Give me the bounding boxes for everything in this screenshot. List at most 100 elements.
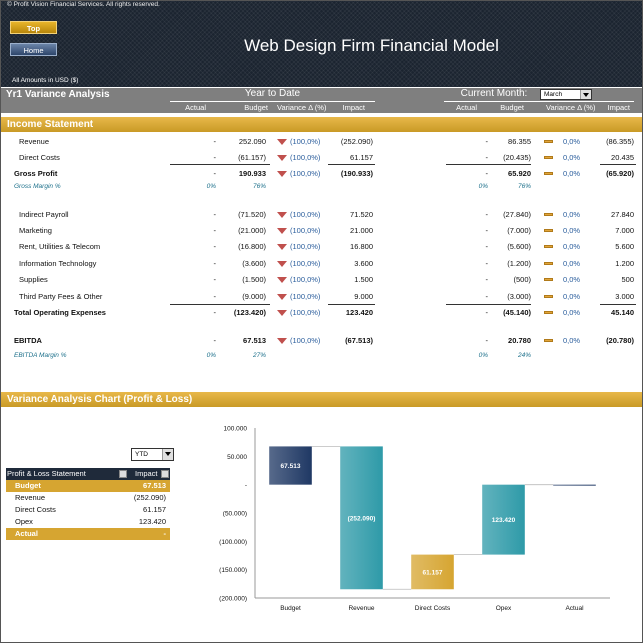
- pl-item-label: Revenue: [15, 493, 46, 502]
- table-row: Gross Profit - 190.933 (100,0%) (190.933) - 65…: [0, 167, 643, 181]
- table-row: EBITDA Margin % 0% 27% 0% 24%: [0, 350, 643, 364]
- budget-value: (27.840): [503, 210, 531, 219]
- impact-value: 500: [621, 275, 634, 284]
- subtotal-rule: [170, 164, 270, 165]
- row-label: Supplies: [19, 275, 48, 284]
- actual-value: 0%: [206, 183, 216, 190]
- ytd-group-label: Year to Date: [244, 88, 301, 99]
- table-row: EBITDA - 67.513 (100,0%) (67.513) - 20.780 0,0%…: [0, 334, 643, 348]
- table-row: Rent, Utilities & Telecom - (16.800) (100,0…: [0, 240, 643, 254]
- impact-value: (86.355): [606, 137, 634, 146]
- budget-value: (9.000): [242, 292, 266, 301]
- pl-item-value: (252.090): [133, 493, 166, 502]
- actual-value: -: [213, 259, 217, 268]
- subtotal-rule: [328, 304, 375, 305]
- table-row: Information Technology - (3.600) (100,0%) 3.…: [0, 257, 643, 271]
- down-triangle-icon: [277, 171, 287, 177]
- subtotal-rule: [446, 304, 531, 305]
- data-label: 67.513: [281, 463, 301, 470]
- variance-header-bar: [0, 88, 643, 102]
- y-tick-label: (50.000): [223, 511, 247, 518]
- subtotal-rule: [170, 304, 270, 305]
- filter-icon[interactable]: [119, 470, 127, 478]
- bar-revenue: [340, 446, 383, 590]
- home-button[interactable]: Home: [10, 43, 57, 56]
- budget-value: (20.435): [503, 153, 531, 162]
- pl-item-value: 67.513: [143, 481, 166, 490]
- filter-icon[interactable]: [161, 470, 169, 478]
- current-month-label: Current Month:: [460, 88, 528, 99]
- y-tick-label: (150.000): [219, 567, 247, 574]
- variance-value: 0,0%: [563, 226, 581, 235]
- bar-actual: [553, 484, 596, 486]
- copyright-text: © Profit Vision Financial Services. All …: [7, 1, 160, 8]
- variance-value: (100,0%): [290, 308, 321, 317]
- table-row: Indirect Payroll - (71.520) (100,0%) 71.520 -…: [0, 208, 643, 222]
- table-row: Supplies - (1.500) (100,0%) 1.500 - (500) 0,0% 5…: [0, 273, 643, 287]
- impact-value: 45.140: [611, 308, 634, 317]
- column-header: Actual: [185, 103, 206, 112]
- table-row: Direct Costs - (61.157) (100,0%) 61.157 - (20.…: [0, 151, 643, 165]
- column-header: Variance Δ (%): [277, 103, 327, 112]
- month-select[interactable]: March: [540, 89, 592, 100]
- column-header: Actual: [456, 103, 477, 112]
- impact-value: 5.600: [615, 242, 634, 251]
- period-select[interactable]: YTD: [131, 448, 174, 461]
- impact-value: 3.000: [615, 292, 634, 301]
- budget-value: (71.520): [238, 210, 266, 219]
- budget-value: (3.600): [242, 259, 266, 268]
- row-label: Total Operating Expenses: [14, 308, 106, 317]
- actual-value: -: [485, 292, 489, 301]
- actual-value: 0%: [478, 183, 488, 190]
- actual-value: -: [213, 275, 217, 284]
- impact-value: (65.920): [606, 169, 634, 178]
- column-header: Budget: [500, 103, 524, 112]
- variance-value: 0,0%: [563, 137, 581, 146]
- neutral-bar-icon: [544, 339, 553, 342]
- ytd-underline: [170, 101, 375, 102]
- down-triangle-icon: [277, 212, 287, 218]
- neutral-bar-icon: [544, 262, 553, 265]
- actual-value: -: [485, 259, 489, 268]
- neutral-bar-icon: [544, 278, 553, 281]
- x-tick-label: Opex: [496, 605, 512, 612]
- budget-value: 252.090: [238, 137, 266, 146]
- actual-value: -: [213, 226, 217, 235]
- down-triangle-icon: [277, 139, 287, 145]
- budget-value: 190.933: [238, 169, 266, 178]
- variance-value: 0,0%: [563, 169, 581, 178]
- row-label: Gross Margin %: [14, 183, 61, 190]
- row-label: Marketing: [19, 226, 52, 235]
- subtotal-rule: [600, 164, 636, 165]
- budget-value: (1.500): [242, 275, 266, 284]
- top-button[interactable]: Top: [10, 21, 57, 34]
- chevron-down-icon: [162, 449, 173, 460]
- chevron-down-icon: [580, 90, 591, 99]
- subtotal-rule: [328, 164, 375, 165]
- waterfall-chart: 100.000 50.000 - (50.000) (100.000) (150.000)…: [205, 420, 615, 620]
- variance-value: (100,0%): [290, 336, 321, 345]
- table-row: Marketing - (21.000) (100,0%) 21.000 - (7.000)…: [0, 224, 643, 238]
- table-row: Total Operating Expenses - (123.420) (100,0…: [0, 306, 643, 320]
- pl-item-value: -: [163, 529, 167, 538]
- chart-section-header: Variance Analysis Chart (Profit & Loss): [0, 392, 643, 407]
- impact-value: 20.435: [611, 153, 634, 162]
- variance-value: (100,0%): [290, 259, 321, 268]
- budget-value: 76%: [252, 183, 266, 190]
- budget-value: (500): [513, 275, 531, 284]
- month-select-value: March: [544, 91, 563, 98]
- actual-value: -: [485, 226, 489, 235]
- variance-value: 0,0%: [563, 242, 581, 251]
- down-triangle-icon: [277, 338, 287, 344]
- data-label: (252.090): [348, 515, 376, 522]
- actual-value: 0%: [478, 352, 488, 359]
- row-label: EBITDA: [14, 336, 42, 345]
- actual-value: -: [485, 308, 489, 317]
- list-item: Direct Costs 61.157: [6, 504, 170, 516]
- variance-value: 0,0%: [563, 153, 581, 162]
- down-triangle-icon: [277, 244, 287, 250]
- row-label: Information Technology: [19, 259, 97, 268]
- row-label: Third Party Fees & Other: [19, 292, 103, 301]
- actual-value: -: [485, 242, 489, 251]
- header-banner: [0, 0, 643, 87]
